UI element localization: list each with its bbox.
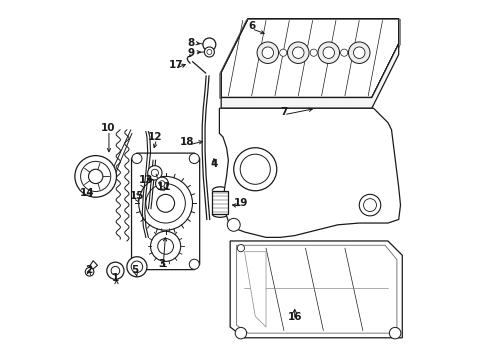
Circle shape [88, 169, 102, 184]
Circle shape [309, 49, 317, 56]
Circle shape [159, 181, 164, 186]
Circle shape [126, 257, 147, 277]
Text: 16: 16 [287, 312, 301, 322]
Polygon shape [244, 252, 265, 327]
Circle shape [340, 49, 347, 56]
Circle shape [257, 42, 278, 63]
Circle shape [85, 267, 94, 276]
Circle shape [227, 219, 240, 231]
Text: 7: 7 [280, 107, 287, 117]
Circle shape [139, 176, 192, 230]
Circle shape [348, 42, 369, 63]
Polygon shape [230, 241, 402, 338]
Circle shape [279, 49, 286, 56]
Circle shape [240, 154, 270, 184]
Circle shape [132, 259, 142, 269]
Circle shape [359, 194, 380, 216]
Circle shape [150, 231, 180, 261]
Circle shape [203, 38, 215, 51]
Text: 15: 15 [129, 191, 144, 201]
Circle shape [287, 42, 308, 63]
Circle shape [262, 47, 273, 58]
Text: 11: 11 [156, 182, 171, 192]
Circle shape [81, 161, 110, 192]
Circle shape [131, 261, 142, 273]
Circle shape [75, 156, 116, 197]
Text: 13: 13 [139, 175, 153, 185]
Text: 12: 12 [147, 132, 162, 142]
Circle shape [155, 177, 168, 190]
Circle shape [292, 47, 304, 58]
Circle shape [323, 47, 334, 58]
Polygon shape [131, 153, 199, 270]
Circle shape [111, 266, 120, 275]
Text: 10: 10 [101, 123, 115, 133]
Circle shape [189, 259, 199, 269]
Circle shape [233, 148, 276, 191]
Text: 6: 6 [247, 21, 255, 31]
Text: 2: 2 [85, 265, 92, 275]
Text: 1: 1 [112, 273, 119, 283]
Circle shape [151, 169, 158, 176]
Polygon shape [219, 108, 400, 237]
Polygon shape [221, 44, 398, 108]
Text: 19: 19 [233, 198, 247, 208]
Circle shape [237, 244, 244, 252]
Bar [212, 191, 227, 214]
Circle shape [204, 47, 214, 57]
Text: 5: 5 [131, 265, 139, 275]
Circle shape [189, 153, 199, 163]
Circle shape [158, 238, 173, 254]
Text: 18: 18 [180, 138, 194, 147]
Text: 4: 4 [210, 159, 217, 169]
Circle shape [388, 327, 400, 339]
Circle shape [353, 47, 364, 58]
Text: 8: 8 [187, 38, 195, 48]
Circle shape [106, 262, 124, 279]
Circle shape [147, 166, 162, 180]
Text: 14: 14 [79, 188, 94, 198]
Circle shape [145, 184, 185, 223]
Circle shape [206, 49, 211, 54]
Text: 17: 17 [169, 60, 183, 70]
Polygon shape [221, 19, 398, 98]
Text: 3: 3 [158, 259, 165, 269]
Circle shape [235, 327, 246, 339]
Polygon shape [236, 245, 396, 333]
Text: 9: 9 [187, 48, 195, 58]
Circle shape [132, 153, 142, 163]
Circle shape [363, 199, 376, 212]
Circle shape [317, 42, 339, 63]
Circle shape [156, 194, 174, 212]
Polygon shape [87, 261, 97, 272]
